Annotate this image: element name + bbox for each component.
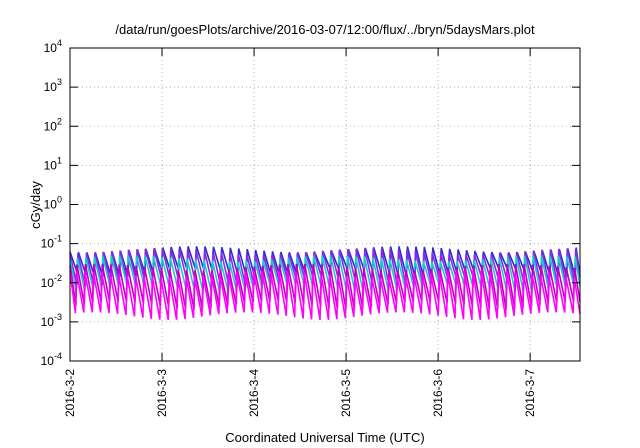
series-line [69, 255, 581, 293]
y-tick-label: 10-3 [41, 312, 62, 329]
y-tick-label: 101 [44, 155, 62, 172]
y-axis: 10-4 10-3 10-2 10-1 100 101 102 103 104 [41, 38, 580, 368]
series-line [69, 263, 581, 310]
grid [70, 48, 580, 361]
y-tick-label: 10-1 [41, 234, 62, 251]
x-tick-label: 2016-3-7 [523, 369, 537, 417]
y-axis-label: cGy/day [28, 181, 43, 229]
y-tick-label: 10-4 [41, 351, 62, 368]
x-tick-label: 2016-3-6 [431, 369, 445, 417]
x-tick-label: 2016-3-5 [339, 369, 353, 417]
y-tick-label: 10-2 [41, 273, 62, 290]
x-tick-label: 2016-3-3 [155, 369, 169, 417]
x-tick-label: 2016-3-4 [247, 369, 261, 417]
x-tick-label: 2016-3-2 [63, 369, 77, 417]
y-tick-label: 100 [44, 195, 62, 212]
x-axis-label: Coordinated Universal Time (UTC) [225, 430, 424, 445]
series-line [69, 270, 581, 321]
chart-title: /data/run/goesPlots/archive/2016-03-07/1… [115, 22, 535, 37]
x-axis: 2016-3-2 2016-3-3 2016-3-4 2016-3-5 2016-3-6… [63, 48, 537, 417]
y-tick-label: 103 [44, 77, 62, 94]
y-tick-label: 102 [44, 116, 62, 133]
series-layer [69, 246, 581, 321]
y-tick-label: 104 [44, 38, 62, 55]
